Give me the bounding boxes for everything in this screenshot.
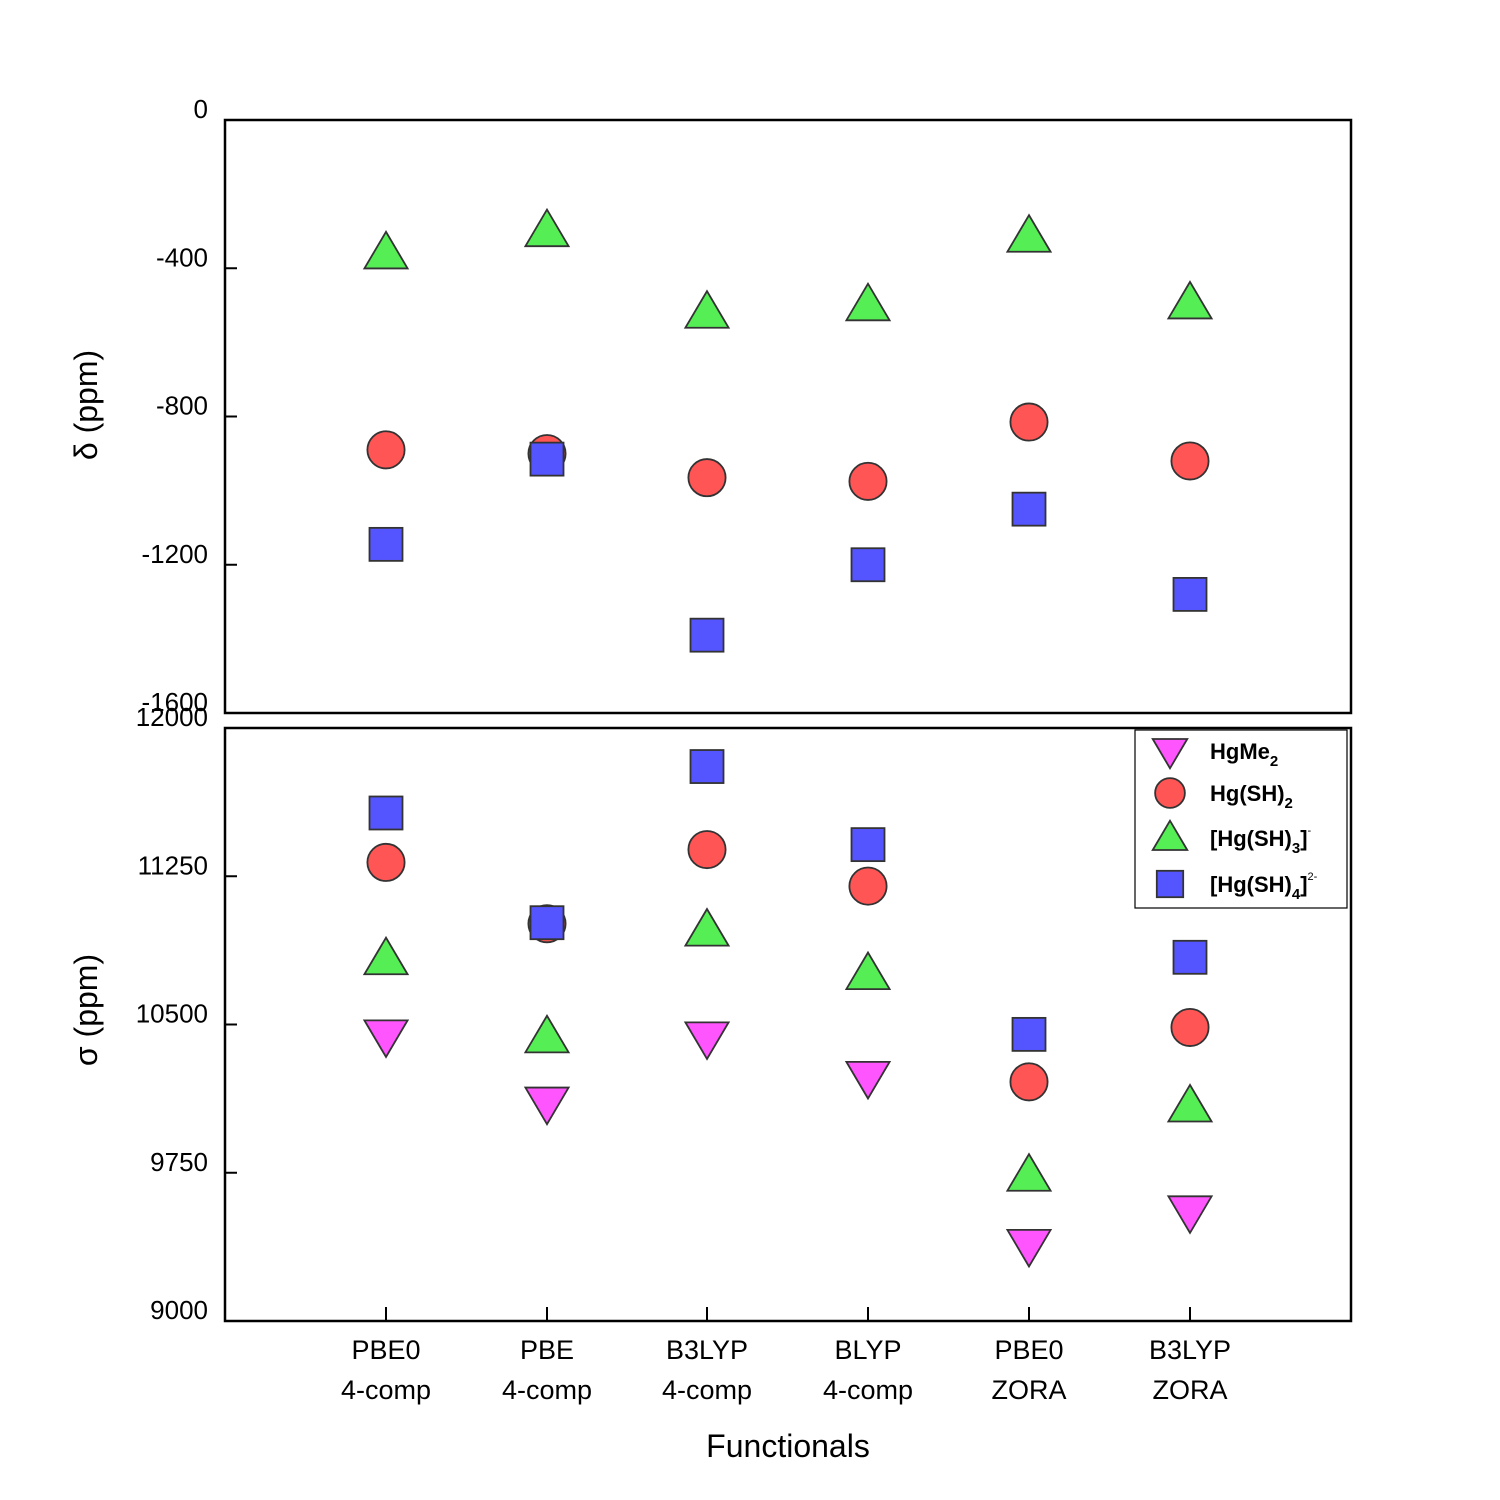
data-point-hgme2: [844, 1060, 892, 1101]
data-point-hgsh2: [848, 866, 888, 906]
data-point-hgsh3: [1005, 1152, 1053, 1192]
y-tick-label: -1200: [142, 539, 209, 569]
data-point-hgsh3: [683, 907, 731, 947]
data-point-hgsh3: [362, 935, 410, 976]
data-point-hgsh4: [850, 827, 886, 863]
data-point-hgsh2: [848, 461, 888, 501]
y-tick-label: 9750: [150, 1147, 208, 1177]
y-tick-label: 9000: [150, 1295, 208, 1325]
top-y-axis-title: δ (ppm): [68, 350, 104, 460]
legend-label: HgMe2: [1210, 739, 1278, 770]
x-tick-label-sub: 4-comp: [662, 1375, 752, 1405]
data-point-hgsh2: [366, 842, 406, 882]
data-point-hgsh4: [1172, 577, 1208, 612]
legend-label: [Hg(SH)3]-: [1210, 825, 1312, 857]
legend-marker-hgsh3: [1151, 818, 1189, 851]
legend-label: Hg(SH)2: [1210, 781, 1293, 812]
data-point-hgsh2: [366, 430, 406, 470]
legend-label: [Hg(SH)4]2-: [1210, 871, 1318, 903]
top-panel: 0 -400 -800 -1200 -1600 δ (ppm): [68, 94, 1353, 717]
data-point-hgsh2: [1170, 1007, 1210, 1047]
bottom-data-points: [362, 749, 1214, 1269]
data-point-hgsh2: [687, 458, 727, 498]
data-point-hgsh2: [1170, 441, 1210, 481]
y-tick-label: 12000: [136, 702, 208, 732]
data-point-hgsh4: [1172, 939, 1208, 975]
x-tick-label: BLYP: [834, 1335, 901, 1365]
x-axis-title: Functionals: [706, 1428, 870, 1464]
data-point-hgsh4: [529, 905, 565, 941]
data-point-hgsh4: [529, 441, 565, 477]
y-tick-label: -400: [156, 242, 208, 272]
data-point-hgsh4: [689, 617, 725, 653]
data-point-hgsh4: [850, 547, 886, 583]
x-tick-label-sub: 4-comp: [502, 1375, 592, 1405]
data-point-hgme2: [1166, 1195, 1214, 1235]
data-point-hgsh2: [687, 830, 727, 870]
y-tick-label: 0: [194, 94, 208, 124]
top-y-axis-ticks: 0 -400 -800 -1200 -1600: [142, 94, 237, 717]
data-point-hgme2: [1005, 1228, 1053, 1269]
x-tick-label: B3LYP: [1149, 1335, 1231, 1365]
y-tick-label: 10500: [136, 999, 208, 1029]
data-point-hgsh3: [1166, 1083, 1214, 1123]
data-point-hgsh4: [1011, 491, 1047, 527]
y-tick-label: 11250: [138, 850, 208, 880]
y-tick-label: -800: [156, 391, 208, 421]
data-point-hgsh4: [368, 795, 404, 831]
data-point-hgsh3: [1005, 213, 1053, 253]
x-tick-label-sub: 4-comp: [823, 1375, 913, 1405]
data-point-hgsh3: [362, 230, 410, 270]
top-plot-frame: [223, 118, 1353, 715]
data-point-hgsh2: [1009, 402, 1049, 442]
data-point-hgme2: [683, 1021, 731, 1061]
data-point-hgsh3: [844, 950, 892, 990]
data-point-hgsh2: [1009, 1062, 1049, 1102]
x-axis-ticks: PBE0 4-comp PBE 4-comp B3LYP 4-comp BLYP 4-comp…: [341, 1307, 1231, 1405]
y-tick-label: -1600: [142, 687, 209, 717]
legend: HgMe2 Hg(SH)2 [Hg(SH)3]- [Hg(SH)4]2-: [1134, 729, 1348, 909]
data-point-hgsh3: [523, 1013, 571, 1054]
legend-marker-hgsh2: [1154, 777, 1186, 809]
data-point-hgme2: [523, 1086, 571, 1126]
data-point-hgsh4: [689, 749, 725, 784]
data-point-hgsh3: [523, 207, 571, 248]
data-point-hgsh3: [683, 289, 731, 329]
x-tick-label-sub: 4-comp: [341, 1375, 431, 1405]
x-tick-label: PBE0: [994, 1335, 1063, 1365]
bottom-panel: 12000 11250 10500 9750 9000 PBE0 4-comp PBE 4-c…: [68, 702, 1353, 1405]
legend-marker-hgsh4: [1155, 869, 1185, 899]
x-tick-label: B3LYP: [666, 1335, 748, 1365]
bottom-y-axis-title: σ (ppm): [68, 954, 104, 1066]
x-tick-label: PBE0: [351, 1335, 420, 1365]
x-tick-label: PBE: [520, 1335, 574, 1365]
x-tick-label-sub: ZORA: [991, 1375, 1066, 1405]
top-data-points: [362, 207, 1214, 653]
data-point-hgsh3: [844, 281, 892, 322]
x-tick-label-sub: ZORA: [1152, 1375, 1227, 1405]
data-point-hgme2: [362, 1019, 410, 1059]
data-point-hgsh4: [368, 526, 404, 562]
data-point-hgsh3: [1166, 280, 1214, 320]
data-point-hgsh4: [1011, 1016, 1047, 1052]
legend-marker-hgme2: [1151, 738, 1189, 771]
bottom-y-axis-ticks: 12000 11250 10500 9750 9000: [136, 702, 237, 1325]
